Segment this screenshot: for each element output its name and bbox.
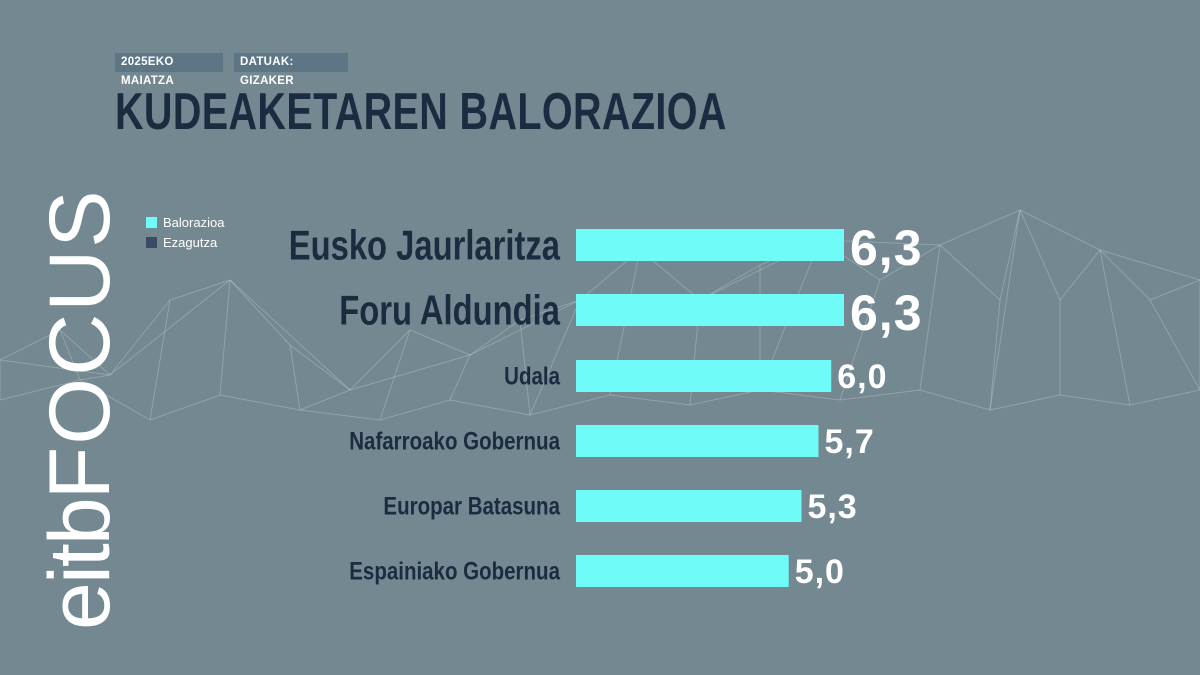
- value-label-1: 6,3: [850, 285, 923, 341]
- category-label-0: Eusko Jaurlaritza: [289, 222, 561, 269]
- date-tag: 2025EKO MAIATZA: [115, 53, 223, 87]
- bar-1: [576, 294, 844, 326]
- legend-label-ezagutza: Ezagutza: [163, 235, 218, 250]
- legend-swatch-ezagutza: [146, 237, 157, 248]
- page-title: KUDEAKETAREN BALORAZIOA: [115, 83, 727, 141]
- category-label-4: Europar Batasuna: [383, 492, 560, 520]
- bar-2: [576, 360, 832, 392]
- legend-swatch-balorazioa: [146, 217, 157, 228]
- source-tag: DATUAK: GIZAKER: [234, 53, 348, 87]
- bar-3: [576, 425, 819, 457]
- legend-label-balorazioa: Balorazioa: [163, 215, 225, 230]
- bar-0: [576, 229, 844, 261]
- value-label-2: 6,0: [837, 358, 887, 396]
- category-label-1: Foru Aldundia: [339, 287, 561, 334]
- bar-4: [576, 490, 802, 522]
- category-label-2: Udala: [504, 362, 560, 390]
- value-label-4: 5,3: [807, 488, 857, 526]
- value-label-0: 6,3: [850, 220, 923, 276]
- category-label-3: Nafarroako Gobernua: [349, 427, 560, 455]
- value-label-5: 5,0: [795, 553, 845, 591]
- value-label-3: 5,7: [824, 423, 874, 461]
- category-label-5: Espainiako Gobernua: [349, 557, 560, 585]
- bar-5: [576, 555, 789, 587]
